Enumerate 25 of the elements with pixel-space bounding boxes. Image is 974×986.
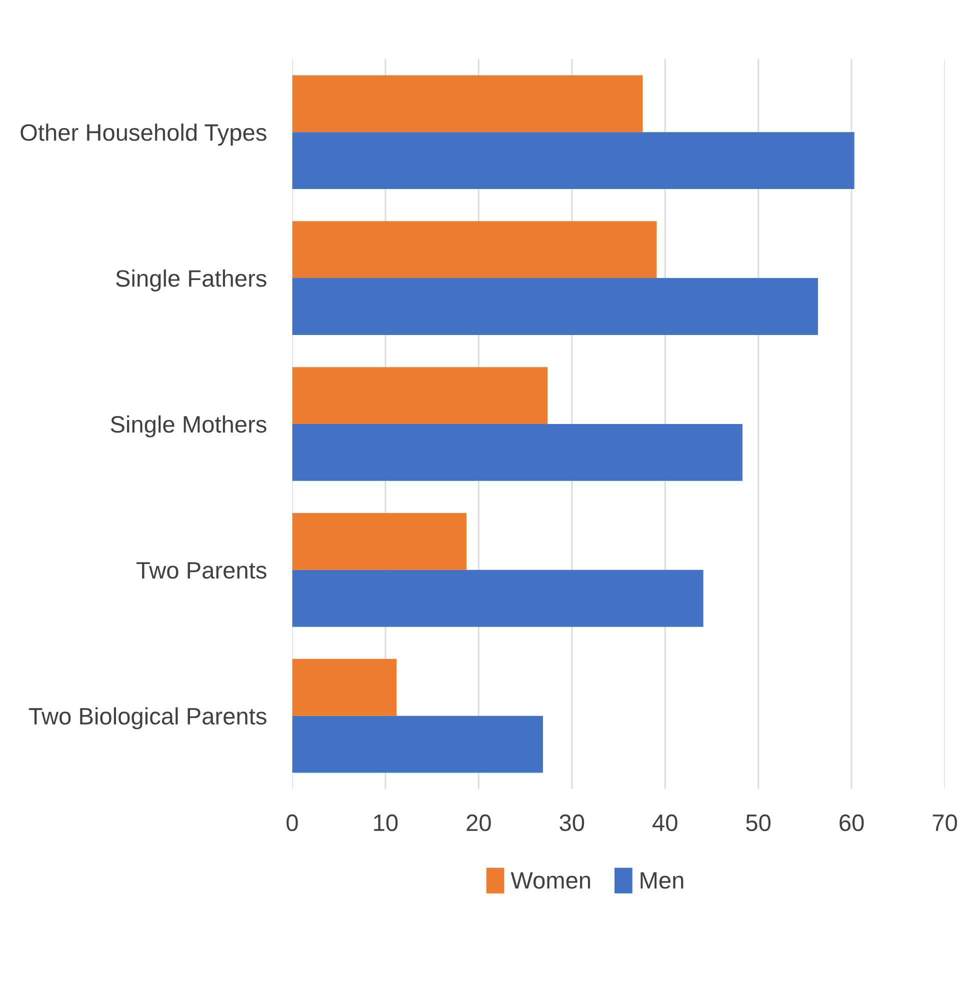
bar xyxy=(292,658,397,716)
bar xyxy=(292,512,467,570)
bar xyxy=(292,570,704,627)
bar xyxy=(292,132,854,190)
y-tick-label: Two Biological Parents xyxy=(28,707,266,730)
y-tick-label: Single Fathers xyxy=(116,269,266,292)
x-tick-label: 70 xyxy=(932,814,957,832)
bar xyxy=(292,424,742,481)
legend-label: Women xyxy=(510,872,590,889)
x-tick-label: 0 xyxy=(286,814,298,832)
y-tick-label: Other Household Types xyxy=(20,124,266,146)
bar xyxy=(292,367,548,424)
y-tick-label: Single Mothers xyxy=(110,415,266,438)
bar xyxy=(292,278,818,335)
x-tick-label: 50 xyxy=(746,814,771,832)
x-tick-label: 20 xyxy=(466,814,491,832)
y-tick-label: Two Parents xyxy=(136,562,266,579)
bar xyxy=(292,221,657,278)
legend-label: Men xyxy=(640,872,684,889)
bar xyxy=(292,75,643,132)
x-tick-label: 30 xyxy=(560,814,584,832)
x-tick-label: 10 xyxy=(374,814,398,832)
bar xyxy=(292,716,543,773)
x-tick-label: 40 xyxy=(652,814,678,832)
x-tick-label: 60 xyxy=(840,814,864,832)
